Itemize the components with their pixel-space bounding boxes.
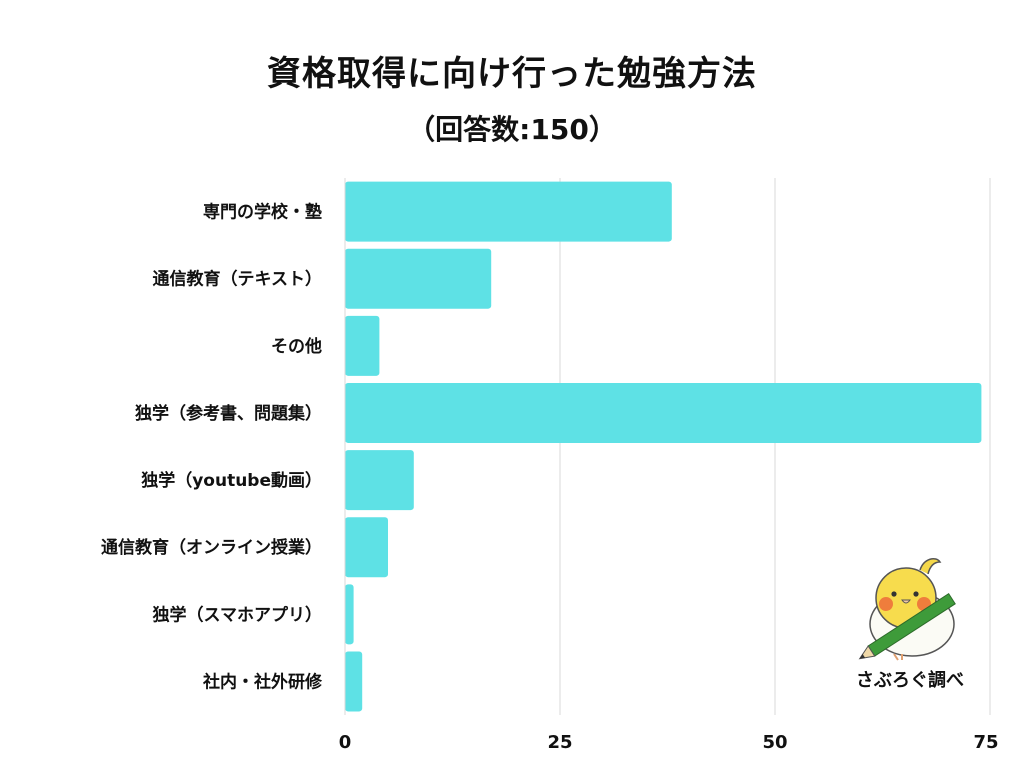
chart-title: 資格取得に向け行った勉強方法 [267, 54, 757, 94]
category-label: 専門の学校・塾 [203, 202, 322, 223]
category-label: 社内・社外研修 [202, 671, 323, 692]
category-label: 通信教育（オンライン授業） [101, 537, 322, 558]
bar [345, 248, 492, 309]
bar [345, 315, 380, 376]
x-tick-label: 50 [762, 732, 787, 753]
bar [345, 181, 672, 242]
x-tick-label: 25 [547, 732, 572, 753]
category-label: 独学（スマホアプリ） [153, 604, 323, 625]
category-label: 独学（youtube動画） [141, 470, 322, 491]
bar [345, 450, 414, 511]
bar [345, 517, 388, 578]
x-tick-label: 75 [973, 732, 998, 753]
category-label: その他 [271, 336, 322, 357]
credit-label: さぶろぐ調べ [856, 670, 964, 691]
bar [345, 382, 982, 443]
category-label: 独学（参考書、問題集） [135, 403, 322, 424]
x-tick-label: 0 [339, 732, 352, 753]
bar [345, 651, 363, 712]
cockatiel-mascot-icon [858, 557, 956, 661]
chart-subtitle: （回答数:150） [407, 113, 617, 146]
category-label: 通信教育（テキスト） [153, 269, 323, 290]
bar [345, 584, 354, 645]
